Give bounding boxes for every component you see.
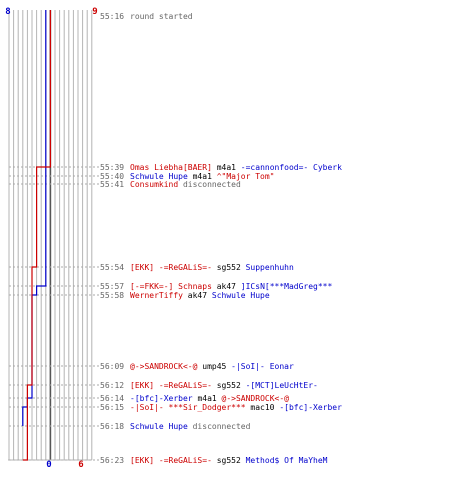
- event-text: Schwule Hupe m4a1 ^"Major Tom": [130, 172, 275, 181]
- event-part: @->SANDROCK<-@: [130, 362, 198, 371]
- event-text: Schwule Hupe disconnected: [130, 422, 251, 431]
- event-part: ak47: [183, 291, 212, 300]
- event-part: sg552: [212, 456, 246, 465]
- event-time: 55:39: [100, 163, 124, 172]
- event-text: -|SoI|- ***Sir_Dodger*** mac10 -[bfc]-Xe…: [130, 403, 342, 412]
- event-time: 55:54: [100, 263, 124, 272]
- event-part: m4a1: [188, 172, 217, 181]
- event-part: WernerTiffy: [130, 291, 183, 300]
- event-part: [EKK] -=ReGALiS=-: [130, 381, 212, 390]
- event-part: ak47: [212, 282, 241, 291]
- event-text: round started: [130, 12, 193, 21]
- event-part: ]ICsN[***MadGreg***: [241, 282, 333, 291]
- event-time: 55:16: [100, 12, 124, 21]
- event-part: disconnected: [188, 422, 251, 431]
- event-part: [EKK] -=ReGALiS=-: [130, 456, 212, 465]
- event-time: 56:23: [100, 456, 124, 465]
- event-part: -[bfc]-Xerber: [279, 403, 342, 412]
- event-part: m4a1: [212, 163, 241, 172]
- event-part: Suppenhuhn: [246, 263, 294, 272]
- event-part: [EKK] -=ReGALiS=-: [130, 263, 212, 272]
- event-part: -|SoI|- ***Sir_Dodger***: [130, 403, 246, 412]
- event-text: @->SANDROCK<-@ ump45 -|SoI|- Eonar: [130, 362, 294, 371]
- event-part: ump45: [197, 362, 231, 371]
- event-part: Consumkind: [130, 180, 178, 189]
- event-text: Consumkind disconnected: [130, 180, 241, 189]
- team-a-end-score: 0: [46, 460, 51, 470]
- event-part: sg552: [212, 381, 246, 390]
- team-b-end-score: 6: [78, 460, 83, 470]
- event-time: 55:40: [100, 172, 124, 181]
- event-part: m4a1: [193, 394, 222, 403]
- event-text: Omas Liebha[BAER] m4a1 -=cannonfood=- Cy…: [130, 163, 342, 172]
- event-part: @->SANDROCK<-@: [222, 394, 290, 403]
- event-part: sg552: [212, 263, 246, 272]
- event-part: -|SoI|- Eonar: [231, 362, 294, 371]
- event-time: 56:15: [100, 403, 124, 412]
- team-a-score-line: [22, 10, 47, 426]
- event-text: [EKK] -=ReGALiS=- sg552 Method$ Of MaYhe…: [130, 456, 328, 465]
- event-text: WernerTiffy ak47 Schwule Hupe: [130, 291, 270, 300]
- event-part: disconnected: [178, 180, 241, 189]
- event-time: 56:14: [100, 394, 124, 403]
- event-part: round started: [130, 12, 193, 21]
- event-time: 56:18: [100, 422, 124, 431]
- event-text: [EKK] -=ReGALiS=- sg552 -[MCT]LeUcHtEr-: [130, 381, 318, 390]
- event-part: -[bfc]-Xerber: [130, 394, 193, 403]
- team-b-score-line: [22, 10, 51, 461]
- event-part: -[MCT]LeUcHtEr-: [246, 381, 318, 390]
- event-time: 55:58: [100, 291, 124, 300]
- event-text: [EKK] -=ReGALiS=- sg552 Suppenhuhn: [130, 263, 294, 272]
- event-time: 55:57: [100, 282, 124, 291]
- event-part: Schwule Hupe: [212, 291, 270, 300]
- event-part: [-=FKK=-] Schnaps: [130, 282, 212, 291]
- event-part: Schwule Hupe: [130, 172, 188, 181]
- event-guides: [9, 166, 100, 461]
- event-part: Method$ Of MaYheM: [246, 456, 328, 465]
- event-part: mac10: [246, 403, 280, 412]
- event-part: Schwule Hupe: [130, 422, 188, 431]
- event-time: 55:41: [100, 180, 124, 189]
- score-lines: [22, 10, 51, 461]
- event-time: 56:09: [100, 362, 124, 371]
- event-part: ^"Major Tom": [217, 172, 275, 181]
- event-time: 56:12: [100, 381, 124, 390]
- event-part: -=cannonfood=- Cyberk: [241, 163, 342, 172]
- team-b-start-score: 9: [92, 7, 97, 17]
- event-log: 55:16 round started 55:39 Omas Liebha[BAER]…: [100, 12, 342, 465]
- event-text: -[bfc]-Xerber m4a1 @->SANDROCK<-@: [130, 394, 289, 403]
- team-a-start-score: 8: [5, 7, 10, 17]
- score-labels: 8 9 0 6: [5, 7, 97, 470]
- event-part: Omas Liebha[BAER]: [130, 163, 212, 172]
- player-grid: [8, 10, 93, 461]
- event-text: [-=FKK=-] Schnaps ak47 ]ICsN[***MadGreg*…: [130, 282, 332, 291]
